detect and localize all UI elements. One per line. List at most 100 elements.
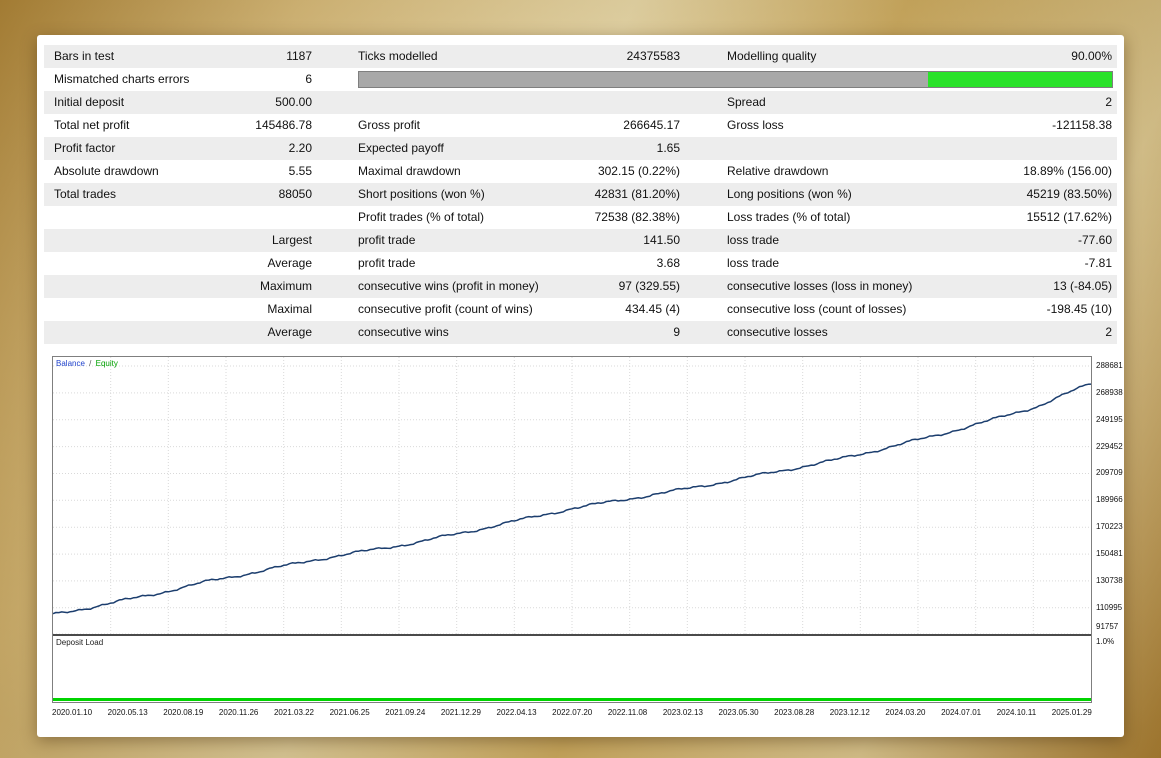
table-row: Absolute drawdown 5.55 Maximal drawdown 302…: [44, 160, 1117, 183]
legend-separator: /: [89, 359, 92, 368]
chart-legend: Balance / Equity: [56, 359, 118, 368]
y-axis-tick: 170223: [1096, 522, 1123, 531]
cell-value: 90.00%: [1071, 49, 1112, 63]
cell-value: 2: [1105, 95, 1112, 109]
table-row: Profit trades (% of total) 72538 (82.38%)…: [44, 206, 1117, 229]
x-axis-tick: 2023.08.28: [774, 708, 815, 717]
cell-value: 145486.78: [255, 118, 312, 132]
cell-value: 97 (329.55): [618, 279, 680, 293]
x-axis-tick: 2021.03.22: [273, 708, 315, 717]
x-axis-tick: 2023.02.13: [662, 708, 703, 717]
x-axis-tick: 2020.11.26: [218, 708, 259, 717]
table-row: Initial deposit 500.00 Spread 2: [44, 91, 1117, 114]
cell-value: 1187: [286, 49, 312, 63]
cell-label: [44, 206, 234, 229]
x-axis-tick: 2024.03.20: [885, 708, 926, 717]
cell-label: Gross profit: [358, 118, 421, 132]
chart-grid: [53, 357, 1091, 634]
y-axis-tick: 91757: [1096, 622, 1119, 631]
deposit-load-axis-label: 1.0%: [1096, 637, 1115, 646]
cell-value: [947, 137, 1117, 160]
y-axis-tick: 229452: [1096, 442, 1123, 451]
cell-value: 72538 (82.38%): [594, 210, 680, 224]
cell-value: 9: [673, 325, 680, 339]
cell-value: 24375583: [626, 49, 680, 63]
cell-value: 42831 (81.20%): [594, 187, 680, 201]
cell-label: Short positions (won %): [358, 187, 485, 201]
table-row: Maximum consecutive wins (profit in money…: [44, 275, 1117, 298]
cell-value: -77.60: [1077, 233, 1112, 247]
cell-label: [44, 252, 234, 275]
y-axis-tick: 288681: [1096, 361, 1123, 370]
table-row: Maximal consecutive profit (count of wins…: [44, 298, 1117, 321]
cell-value: -7.81: [1084, 256, 1112, 270]
x-axis-tick: 2021.06.25: [329, 708, 370, 717]
cell-label: Initial deposit: [54, 95, 125, 109]
report-table: Bars in test 1187 Ticks modelled 24375583 Mo…: [44, 45, 1117, 344]
cell-value: 13 (-84.05): [1053, 279, 1112, 293]
cell-label: [680, 137, 947, 160]
cell-label: Spread: [727, 95, 766, 109]
cell-value: -198.45 (10): [1046, 302, 1112, 316]
deposit-load-bar: [53, 698, 1091, 701]
x-axis-tick: 2023.12.12: [829, 708, 870, 717]
cell-label: Profit trades (% of total): [358, 210, 485, 224]
y-axis-labels: 288681 268938 249195 229452 209709 189966 1702…: [1096, 356, 1138, 706]
cell-label: Ticks modelled: [358, 49, 438, 63]
x-axis-tick: 2022.04.13: [496, 708, 537, 717]
x-axis-tick: 2021.12.29: [440, 708, 481, 717]
cell-label: Mismatched charts errors: [54, 72, 190, 86]
cell-label: Bars in test: [54, 49, 115, 63]
x-axis-tick: 2021.09.24: [385, 708, 426, 717]
cell-value: [562, 91, 680, 114]
cell-label: Long positions (won %): [727, 187, 852, 201]
cell-label: Absolute drawdown: [54, 164, 159, 178]
legend-equity: Equity: [95, 359, 118, 368]
cell-value: 141.50: [643, 233, 680, 247]
y-axis-tick: 249195: [1096, 415, 1123, 424]
cell-label: profit trade: [358, 256, 416, 270]
cell-label: [44, 298, 234, 321]
deposit-load-panel: Deposit Load: [53, 636, 1091, 702]
x-axis-tick: 2024.07.01: [941, 708, 982, 717]
table-row: Average profit trade 3.68 loss trade -7.81: [44, 252, 1117, 275]
cell-label: consecutive wins (profit in money): [358, 279, 539, 293]
cell-label: profit trade: [358, 233, 416, 247]
cell-label: Gross loss: [727, 118, 784, 132]
cell-label: consecutive profit (count of wins): [358, 302, 533, 316]
x-axis-tick: 2023.05.30: [718, 708, 759, 717]
modelling-quality-bar: [358, 71, 1113, 88]
cell-label: Profit factor: [54, 141, 116, 155]
y-axis-tick: 268938: [1096, 388, 1123, 397]
x-axis-tick: 2020.01.10: [52, 708, 93, 717]
cell-value: 434.45 (4): [625, 302, 680, 316]
x-axis-tick: 2025.01.29: [1051, 708, 1092, 717]
y-axis-tick: 130738: [1096, 576, 1123, 585]
table-row: Total net profit 145486.78 Gross profit 266…: [44, 114, 1117, 137]
balance-chart: Balance / Equity Deposit Load: [52, 356, 1092, 703]
cell-value: Largest: [271, 233, 312, 247]
cell-value: 500.00: [275, 95, 312, 109]
cell-value: 266645.17: [623, 118, 680, 132]
cell-label: consecutive wins: [358, 325, 449, 339]
cell-value: [234, 206, 312, 229]
table-row: Average consecutive wins 9 consecutive loss…: [44, 321, 1117, 344]
balance-plot: Balance / Equity: [53, 357, 1091, 636]
x-axis-tick: 2022.11.08: [607, 708, 648, 717]
report-card: Bars in test 1187 Ticks modelled 24375583 Mo…: [37, 35, 1124, 737]
x-axis-labels: 2020.01.10 2020.05.13 2020.08.19 2020.11.26…: [52, 708, 1092, 717]
balance-chart-svg: [53, 357, 1091, 634]
cell-label: loss trade: [727, 233, 780, 247]
y-axis-tick: 150481: [1096, 549, 1123, 558]
cell-value: -121158.38: [1052, 118, 1112, 132]
cell-label: Loss trades (% of total): [727, 210, 851, 224]
y-axis-tick: 209709: [1096, 468, 1123, 477]
x-axis-tick: 2020.05.13: [107, 708, 148, 717]
cell-value: 6: [305, 72, 312, 86]
cell-label: consecutive losses (loss in money): [727, 279, 913, 293]
cell-value: 88050: [278, 187, 312, 201]
table-row: Largest profit trade 141.50 loss trade -77.6…: [44, 229, 1117, 252]
cell-label: [44, 229, 234, 252]
table-row: Profit factor 2.20 Expected payoff 1.65: [44, 137, 1117, 160]
